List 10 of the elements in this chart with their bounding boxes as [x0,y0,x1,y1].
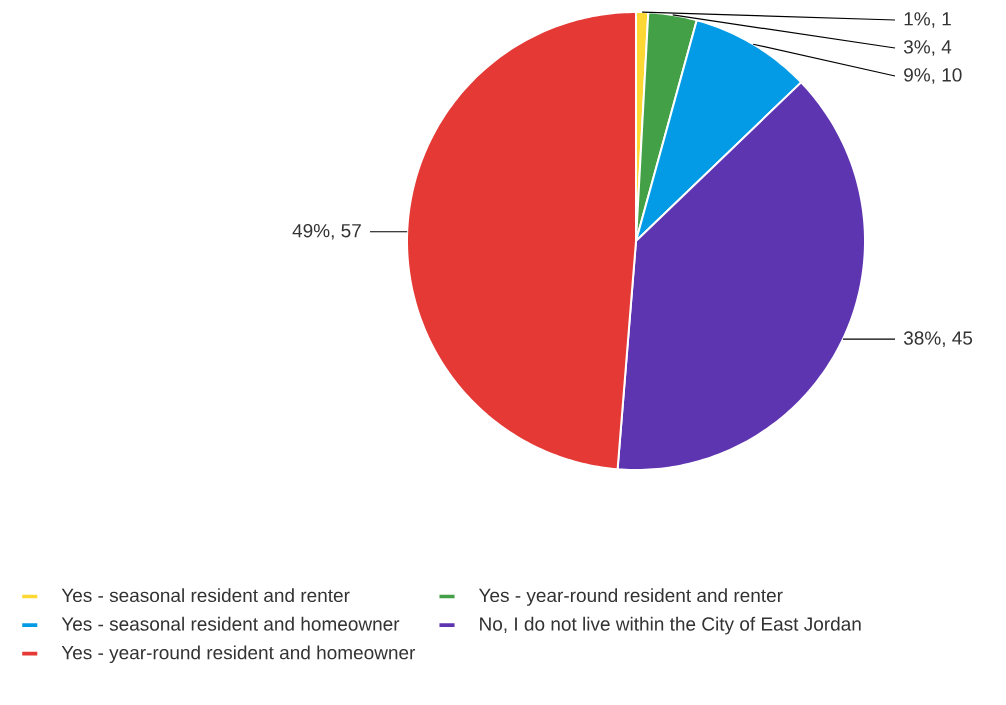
data-label: 3%, 4 [903,40,952,56]
data-label: 38%, 45 [903,331,973,348]
data-label: 49%, 57 [292,223,361,240]
legend-label: Yes - seasonal resident and renter [61,588,350,603]
legend-label: Yes - seasonal resident and homeowner [61,616,400,631]
legend-label: Yes - year-round resident and homeowner [61,645,416,664]
legend-label: Yes - year-round resident and renter [478,588,783,606]
data-label: 1%, 1 [904,12,951,28]
data-label: 9%, 10 [904,68,962,84]
legend-label: No, I do not live within the City of East Jordan [480,616,861,635]
